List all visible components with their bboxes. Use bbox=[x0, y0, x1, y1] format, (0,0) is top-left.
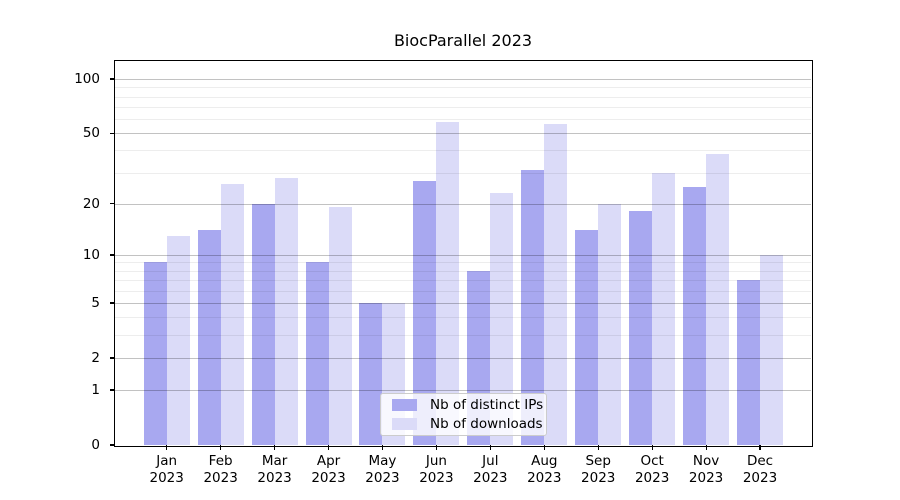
legend-swatch-downloads bbox=[392, 418, 417, 430]
x-tick-label: Sep 2023 bbox=[581, 453, 616, 486]
bar-downloads bbox=[436, 121, 460, 445]
bar-downloads bbox=[274, 177, 298, 445]
bar-downloads bbox=[706, 154, 730, 445]
y-tick-label: 100 bbox=[74, 71, 100, 87]
y-tick-label: 10 bbox=[82, 246, 100, 263]
gridline-major bbox=[115, 79, 811, 80]
y-tick-label: 0 bbox=[91, 437, 100, 453]
y-tick-label: 50 bbox=[82, 125, 100, 142]
y-tick-label: 5 bbox=[91, 294, 100, 311]
bar-distinct-ips bbox=[359, 302, 383, 445]
y-tick-label: 1 bbox=[91, 382, 100, 399]
x-tick-label: Dec 2023 bbox=[742, 453, 778, 486]
legend: Nb of distinct IPs Nb of downloads bbox=[380, 393, 547, 436]
bar-downloads bbox=[220, 183, 244, 445]
bar-distinct-ips bbox=[575, 230, 599, 445]
chart-title: BiocParallel 2023 bbox=[393, 31, 533, 50]
x-tick-mark bbox=[543, 445, 545, 450]
gridline-minor bbox=[115, 87, 811, 89]
x-tick-mark bbox=[220, 445, 222, 450]
plot-area bbox=[113, 59, 813, 447]
legend-swatch-distinct-ips bbox=[392, 399, 417, 411]
x-tick-mark bbox=[435, 445, 438, 450]
x-tick-label: Apr 2023 bbox=[311, 453, 346, 486]
x-tick-label: Jul 2023 bbox=[473, 453, 508, 486]
x-tick-mark bbox=[759, 445, 761, 450]
bar-downloads bbox=[652, 172, 676, 445]
y-tick-mark bbox=[110, 389, 115, 391]
x-tick-mark bbox=[705, 445, 707, 450]
gridline-minor bbox=[115, 118, 811, 120]
y-tick-label: 2 bbox=[91, 349, 100, 366]
y-tick-mark bbox=[110, 202, 115, 205]
y-tick-mark bbox=[110, 78, 115, 80]
bar-distinct-ips bbox=[629, 211, 653, 445]
bar-downloads bbox=[760, 254, 784, 445]
x-tick-label: Jun 2023 bbox=[419, 453, 454, 486]
bar-downloads bbox=[544, 124, 568, 445]
x-tick-mark bbox=[489, 445, 492, 450]
y-tick-mark bbox=[110, 254, 115, 256]
bar-distinct-ips bbox=[683, 186, 707, 445]
bar-distinct-ips bbox=[737, 280, 761, 445]
bar-distinct-ips bbox=[305, 262, 329, 445]
x-tick-mark bbox=[381, 445, 384, 450]
y-tick-mark bbox=[110, 357, 115, 359]
x-tick-label: Nov 2023 bbox=[688, 453, 724, 486]
x-tick-mark bbox=[327, 445, 330, 450]
legend-item-downloads: Nb of downloads bbox=[392, 415, 546, 432]
bar-downloads bbox=[166, 235, 190, 445]
bar-downloads bbox=[598, 203, 622, 445]
legend-item-distinct-ips: Nb of distinct IPs bbox=[392, 396, 546, 413]
x-tick-label: Mar 2023 bbox=[257, 453, 292, 486]
x-tick-mark bbox=[273, 445, 276, 450]
y-tick-label: 20 bbox=[82, 195, 100, 212]
x-tick-label: Jan 2023 bbox=[149, 453, 184, 486]
bar-distinct-ips bbox=[413, 180, 437, 445]
legend-label-downloads: Nb of downloads bbox=[430, 415, 543, 432]
bar-distinct-ips bbox=[521, 170, 545, 445]
gridline-minor bbox=[115, 96, 811, 98]
bar-downloads bbox=[328, 207, 352, 445]
y-tick-mark bbox=[110, 302, 115, 304]
x-tick-mark bbox=[651, 445, 653, 450]
x-tick-mark bbox=[166, 445, 168, 450]
x-tick-label: Oct 2023 bbox=[634, 453, 670, 486]
x-tick-label: Feb 2023 bbox=[203, 453, 238, 486]
bar-downloads bbox=[490, 192, 514, 445]
x-tick-label: May 2023 bbox=[365, 453, 400, 486]
x-tick-mark bbox=[597, 445, 599, 450]
gridline-minor bbox=[115, 106, 811, 108]
bar-distinct-ips bbox=[251, 203, 275, 445]
gridline-major bbox=[115, 133, 811, 135]
bar-distinct-ips bbox=[143, 262, 167, 445]
gridline-minor bbox=[115, 150, 811, 152]
legend-label-distinct-ips: Nb of distinct IPs bbox=[430, 396, 544, 413]
bar-distinct-ips bbox=[197, 230, 221, 445]
y-tick-mark bbox=[110, 444, 115, 446]
y-tick-mark bbox=[110, 132, 115, 134]
x-tick-label: Aug 2023 bbox=[527, 453, 562, 486]
